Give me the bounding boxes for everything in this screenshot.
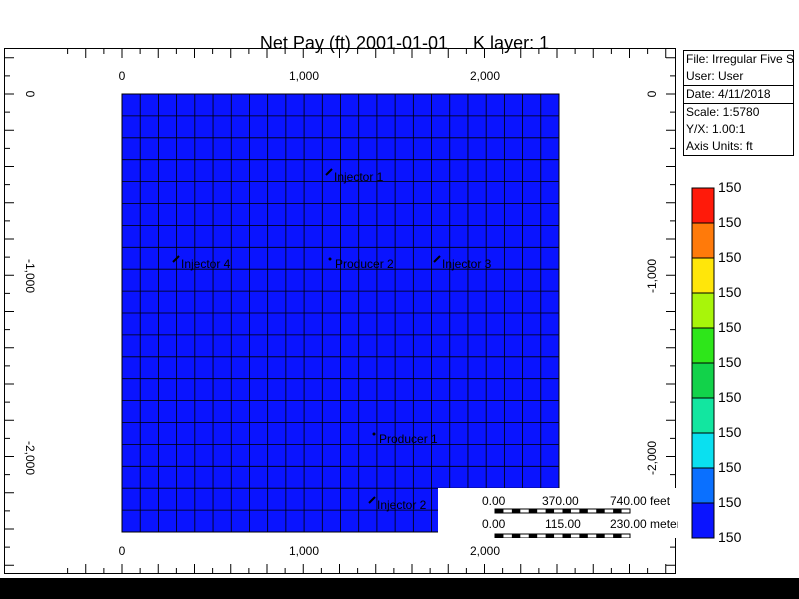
y-axis-label-left: 0 [23, 91, 37, 98]
x-axis-label-top: 2,000 [470, 69, 500, 83]
scale-m-end: 230.00 meters [610, 517, 678, 531]
legend-label: 150 [718, 494, 742, 510]
scale-feet-mid: 370.00 [542, 494, 579, 508]
legend-label: 150 [718, 214, 742, 230]
legend-label: 150 [718, 319, 742, 335]
scale-bar-segment [511, 534, 521, 538]
scale-bar-segment [528, 534, 538, 538]
axis-labels: 0 0 1,000 1,000 2,000 2,000 0 0 -1,000 -1,000 -2,0… [23, 69, 659, 558]
well-injector-3[interactable]: Injector 3 [433, 255, 492, 271]
scale-bar-segment [562, 509, 571, 513]
scale-feet-end: 740.00 feet [610, 494, 671, 508]
map-info-box: File: Irregular Five Spot User: User Dat… [683, 50, 794, 156]
legend-label: 150 [718, 529, 742, 545]
info-units: Axis Units: ft [686, 139, 753, 153]
well-label: Injector 3 [442, 257, 492, 271]
well-label: Producer 1 [379, 432, 438, 446]
scale-m-mid: 115.00 [545, 517, 581, 531]
axis-ticks [4, 48, 676, 574]
well-producer-1[interactable]: Producer 1 [372, 432, 439, 446]
producer-marker-icon [372, 432, 376, 436]
info-user: User: User [686, 69, 744, 83]
y-axis-label-right: -2,000 [645, 441, 659, 475]
x-axis-label-bottom: 0 [119, 544, 126, 558]
y-axis-label-right: -1,000 [645, 259, 659, 293]
scale-bar-segment [495, 509, 504, 513]
scale-bar-segment [545, 509, 555, 513]
scale-bar-segment [596, 509, 605, 513]
legend-label: 150 [718, 179, 742, 195]
legend-label: 150 [718, 284, 742, 300]
info-date: Date: 4/11/2018 [684, 85, 793, 103]
well-injector-1[interactable]: Injector 1 [325, 168, 384, 184]
legend-label: 150 [718, 249, 742, 265]
grid-cells [121, 93, 560, 533]
injector-marker-icon [433, 255, 441, 263]
well-label: Producer 2 [335, 257, 394, 271]
info-yx: Y/X: 1.00:1 [686, 122, 746, 136]
well-label: Injector 1 [334, 170, 384, 184]
info-scale: Scale: 1:5780 [684, 103, 793, 121]
scale-feet-0: 0.00 [482, 494, 506, 508]
scale-m-0: 0.00 [482, 517, 506, 531]
scale-bar-segment [579, 509, 588, 513]
producer-marker-icon [328, 257, 332, 261]
scale-bar-segment [528, 509, 538, 513]
legend-label: 150 [718, 424, 742, 440]
scale-bar-segment [545, 534, 555, 538]
scale-bar-segment [579, 534, 588, 538]
injector-marker-icon [368, 496, 376, 504]
scale-bar-segment [562, 534, 571, 538]
well-injector-2[interactable]: Injector 2 [368, 496, 427, 512]
well-injector-4[interactable]: Injector 4 [172, 255, 231, 271]
scale-bar-segment [511, 509, 521, 513]
scale-bar-segment [596, 534, 605, 538]
x-axis-label-bottom: 2,000 [470, 544, 500, 558]
scale-bar: 0.00 370.00 740.00 feet 0.00 115.00 230.… [438, 488, 678, 538]
well-label: Injector 4 [181, 257, 231, 271]
legend-label: 150 [718, 459, 742, 475]
legend-label: 150 [718, 389, 742, 405]
injector-marker-icon [325, 168, 333, 176]
injector-marker-icon [172, 255, 180, 263]
scale-bar-graphic [494, 508, 631, 538]
x-axis-label-bottom: 1,000 [289, 544, 319, 558]
x-axis-label-top: 1,000 [289, 69, 319, 83]
y-axis-label-left: -1,000 [23, 259, 37, 293]
legend-label: 150 [718, 354, 742, 370]
well-markers: Injector 1 Injector 4 Producer 2 Injector 3… [172, 168, 492, 512]
x-axis-label-top: 0 [119, 69, 126, 83]
well-producer-2[interactable]: Producer 2 [328, 257, 395, 271]
scale-bar-segment [613, 534, 622, 538]
info-file: File: Irregular Five Spot [686, 52, 793, 66]
well-label: Injector 2 [377, 498, 427, 512]
y-axis-label-left: -2,000 [23, 441, 37, 475]
scale-bar-segment [495, 534, 504, 538]
bottom-bar [0, 578, 799, 599]
y-axis-label-right: 0 [645, 90, 659, 97]
scale-bar-segment [613, 509, 622, 513]
